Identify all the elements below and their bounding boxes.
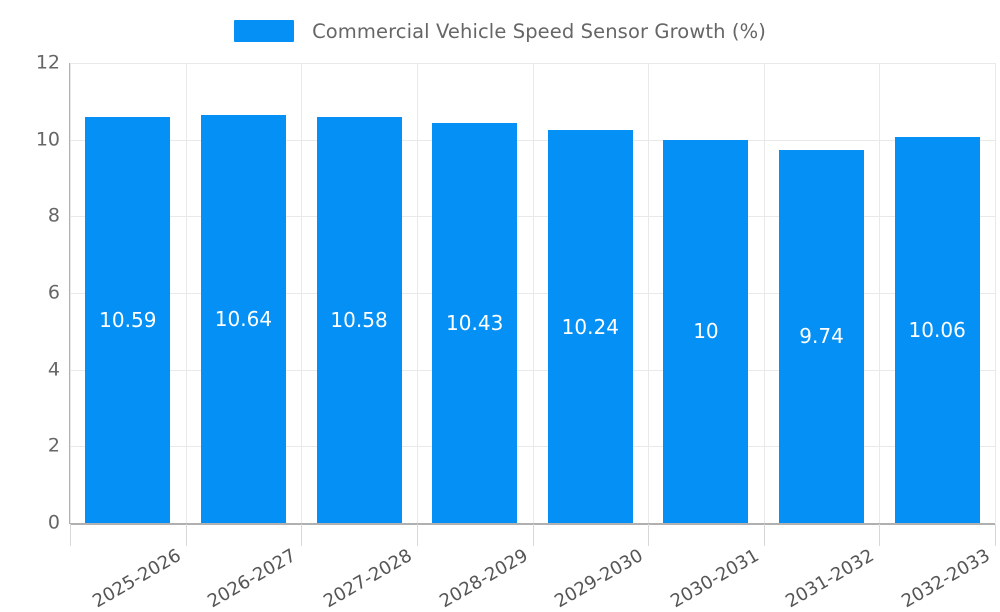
x-tick-mark (764, 524, 765, 546)
x-category-label: 2026-2027 (204, 545, 300, 612)
y-axis-tick-labels: 0 2 4 6 8 10 12 (0, 53, 60, 532)
x-tick-mark (533, 524, 534, 546)
gridline-x-3 (417, 63, 418, 523)
bar-value-label: 10.64 (214, 307, 273, 332)
bar-2025-2026[interactable]: 10.59 (85, 117, 171, 523)
legend-label: Commercial Vehicle Speed Sensor Growth (… (312, 19, 766, 43)
x-category-label: 2032-2033 (898, 545, 994, 612)
bar-value-label: 10.24 (561, 314, 619, 339)
bar-value-label: 10.58 (330, 308, 388, 333)
gridline-y-8 (70, 216, 995, 218)
y-tick-label: 0 (47, 511, 60, 534)
bar-2030-2031[interactable]: 10 (663, 139, 749, 523)
gridline-y-10 (70, 139, 995, 141)
bar-2032-2033[interactable]: 10.06 (894, 137, 980, 523)
x-tick-mark (417, 524, 418, 546)
x-category-label: 2028-2029 (435, 545, 532, 612)
x-category-label: 2030-2031 (666, 545, 763, 612)
x-tick-mark (186, 524, 187, 546)
gridline-x-0 (70, 63, 71, 523)
bar-2031-2032[interactable]: 9.74 (779, 149, 865, 523)
gridline-x-5 (648, 63, 649, 523)
bar-value-label: 9.74 (799, 324, 844, 349)
x-axis-category-labels: 2025-2026 2026-2027 2027-2028 2028-2029 2029… (70, 523, 995, 612)
bar-2027-2028[interactable]: 10.58 (316, 117, 402, 523)
y-tick-label: 2 (47, 434, 60, 457)
gridline-x-6 (764, 63, 765, 523)
bar-value-label: 10.06 (908, 318, 966, 343)
chart-legend[interactable]: Commercial Vehicle Speed Sensor Growth (… (0, 12, 1000, 50)
x-axis-tick-marks (70, 524, 996, 548)
gridline-y-0 (70, 523, 995, 525)
y-tick-label: 10 (35, 128, 60, 151)
plot-area: 10.59 10.64 10.58 10.43 10.24 10 9.74 10.06 (70, 63, 996, 525)
bar-2029-2030[interactable]: 10.24 (547, 130, 633, 523)
gridline-x-2 (301, 63, 302, 523)
gridline-y-2 (70, 446, 995, 448)
bar-value-label: 10.43 (446, 311, 504, 336)
gridline-y-6 (70, 293, 995, 294)
y-tick-label: 4 (47, 358, 60, 381)
bar-value-label: 10 (693, 319, 719, 344)
bar-2026-2027[interactable]: 10.64 (200, 115, 286, 523)
gridline-x-1 (186, 63, 187, 523)
gridline-y-4 (70, 369, 995, 371)
x-category-label: 2029-2030 (551, 545, 647, 612)
gridline-x-4 (533, 63, 534, 523)
gridline-x-7 (879, 63, 880, 523)
gridline-y-12 (70, 63, 995, 64)
x-tick-mark (648, 524, 649, 546)
y-tick-label: 12 (35, 51, 60, 74)
x-tick-mark (995, 524, 996, 546)
bar-value-label: 10.59 (99, 308, 157, 333)
legend-color-swatch (234, 20, 295, 42)
bar-2028-2029[interactable]: 10.43 (432, 123, 518, 523)
x-tick-mark (879, 524, 880, 546)
x-category-label: 2027-2028 (320, 545, 416, 612)
x-tick-mark (70, 524, 71, 546)
y-tick-label: 8 (47, 204, 60, 227)
x-category-label: 2025-2026 (88, 545, 185, 612)
x-category-label: 2031-2032 (782, 545, 879, 612)
y-tick-label: 6 (47, 281, 60, 304)
gridline-x-8 (995, 63, 996, 523)
x-tick-mark (301, 524, 302, 546)
